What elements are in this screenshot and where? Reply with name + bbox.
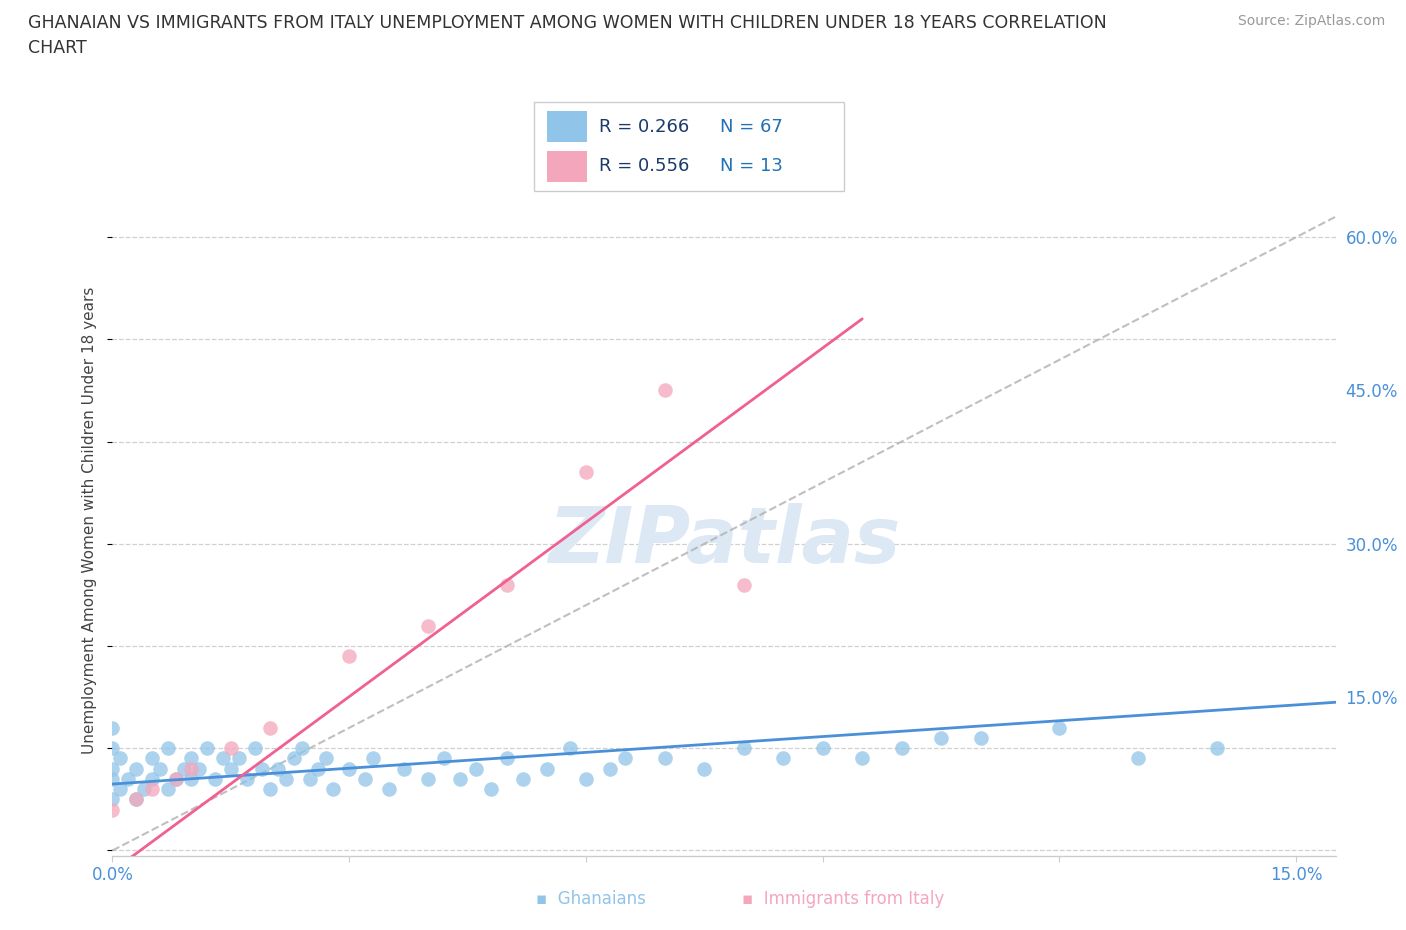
- Point: [110, 751, 132, 766]
- Point: [1206, 741, 1229, 756]
- Text: CHART: CHART: [28, 39, 87, 57]
- Point: [851, 751, 873, 766]
- Point: [101, 721, 124, 736]
- Point: [496, 578, 519, 592]
- Text: R = 0.266: R = 0.266: [599, 117, 689, 136]
- Point: [195, 741, 218, 756]
- Point: [890, 741, 912, 756]
- Text: ▪  Immigrants from Italy: ▪ Immigrants from Italy: [742, 890, 945, 909]
- Point: [252, 762, 274, 777]
- Point: [733, 578, 755, 592]
- Point: [394, 762, 416, 777]
- Text: Source: ZipAtlas.com: Source: ZipAtlas.com: [1237, 14, 1385, 28]
- Point: [180, 762, 202, 777]
- Point: [141, 751, 163, 766]
- Point: [377, 782, 399, 797]
- Point: [204, 772, 226, 787]
- Point: [418, 772, 440, 787]
- Point: [149, 762, 172, 777]
- Point: [101, 772, 124, 787]
- Point: [315, 751, 337, 766]
- Point: [1128, 751, 1150, 766]
- Point: [496, 751, 519, 766]
- Point: [156, 741, 179, 756]
- Point: [259, 721, 281, 736]
- Point: [337, 762, 360, 777]
- Text: R = 0.556: R = 0.556: [599, 157, 689, 176]
- Point: [536, 762, 558, 777]
- Point: [101, 762, 124, 777]
- Point: [110, 782, 132, 797]
- Point: [361, 751, 384, 766]
- Point: [180, 751, 202, 766]
- Point: [418, 618, 440, 633]
- Point: [274, 772, 297, 787]
- Point: [141, 782, 163, 797]
- Point: [733, 741, 755, 756]
- Point: [141, 772, 163, 787]
- Point: [337, 649, 360, 664]
- Point: [322, 782, 344, 797]
- Point: [212, 751, 235, 766]
- Point: [188, 762, 211, 777]
- Point: [125, 792, 148, 807]
- Point: [575, 465, 598, 480]
- Point: [307, 762, 329, 777]
- Point: [449, 772, 471, 787]
- Bar: [547, 151, 586, 182]
- Point: [219, 741, 242, 756]
- Point: [929, 731, 952, 746]
- Point: [101, 792, 124, 807]
- Point: [560, 741, 582, 756]
- Point: [298, 772, 321, 787]
- Point: [132, 782, 155, 797]
- Point: [512, 772, 534, 787]
- Point: [575, 772, 598, 787]
- Point: [117, 772, 139, 787]
- Point: [235, 772, 257, 787]
- Point: [693, 762, 716, 777]
- Text: ▪  Ghanaians: ▪ Ghanaians: [536, 890, 645, 909]
- Point: [156, 782, 179, 797]
- Point: [173, 762, 195, 777]
- Point: [101, 803, 124, 817]
- Text: ZIPatlas: ZIPatlas: [548, 503, 900, 578]
- Point: [291, 741, 314, 756]
- Point: [599, 762, 621, 777]
- Text: N = 13: N = 13: [720, 157, 783, 176]
- Point: [101, 741, 124, 756]
- Point: [228, 751, 250, 766]
- Point: [283, 751, 305, 766]
- Point: [259, 782, 281, 797]
- Point: [165, 772, 187, 787]
- Point: [125, 792, 148, 807]
- Bar: [547, 112, 586, 142]
- Point: [479, 782, 502, 797]
- Text: N = 67: N = 67: [720, 117, 783, 136]
- Point: [654, 751, 676, 766]
- Point: [180, 772, 202, 787]
- Point: [354, 772, 377, 787]
- Point: [165, 772, 187, 787]
- Point: [772, 751, 794, 766]
- Point: [1049, 721, 1071, 736]
- Point: [125, 762, 148, 777]
- Point: [969, 731, 991, 746]
- Point: [433, 751, 456, 766]
- Y-axis label: Unemployment Among Women with Children Under 18 years: Unemployment Among Women with Children U…: [82, 287, 97, 754]
- Point: [219, 762, 242, 777]
- Point: [654, 383, 676, 398]
- Point: [811, 741, 834, 756]
- Point: [243, 741, 266, 756]
- Point: [464, 762, 486, 777]
- Point: [614, 751, 637, 766]
- Text: GHANAIAN VS IMMIGRANTS FROM ITALY UNEMPLOYMENT AMONG WOMEN WITH CHILDREN UNDER 1: GHANAIAN VS IMMIGRANTS FROM ITALY UNEMPL…: [28, 14, 1107, 32]
- Point: [267, 762, 290, 777]
